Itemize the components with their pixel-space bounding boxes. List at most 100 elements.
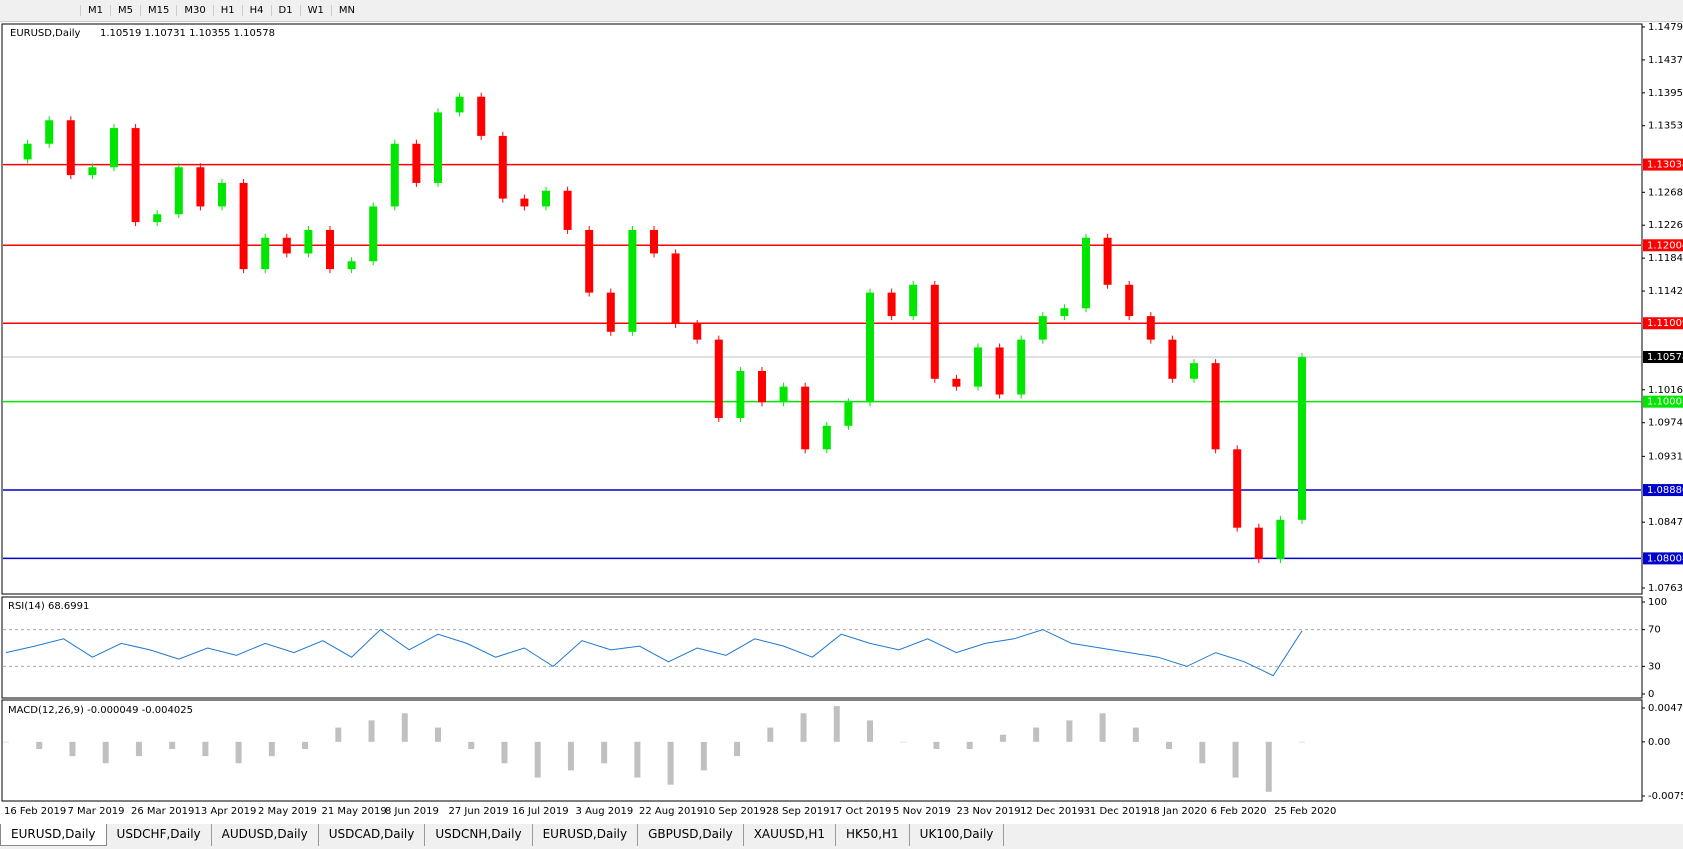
candle [218,182,226,207]
level-label: 1.08008 [1647,553,1683,564]
timeframe-button[interactable]: H4 [241,5,271,16]
candle [1103,237,1112,285]
level-label: 1.08880 [1647,485,1683,496]
main-panel [1,23,1643,595]
macd-bar [567,741,574,771]
candle [434,112,442,183]
level-label-bg [1643,317,1683,330]
candle [930,284,939,379]
x-tick-label: 17 Oct 2019 [830,806,892,817]
timeframe-button[interactable]: M30 [176,5,212,16]
timeframe-button[interactable]: M1 [80,5,110,16]
y-tick-label: 0.00 [1648,737,1670,748]
candle [412,143,421,183]
candle [585,229,594,293]
y-tick-label: 1.09740 [1648,418,1683,429]
chart-title: EURUSD,Daily [10,28,81,39]
candle [369,206,378,262]
candle [758,370,766,403]
macd-bar [900,741,907,743]
chart-tab[interactable]: USDCAD,Daily [319,824,426,846]
level-label: 1.10578 [1647,352,1683,363]
macd-bar [999,734,1006,742]
macd-bar [435,727,441,742]
macd-panel [1,699,1643,802]
x-tick-label: 10 Sep 2019 [703,806,766,817]
level-label: 1.10008 [1647,397,1683,408]
x-tick-label: 21 May 2019 [322,806,387,817]
y-tick-label: 1.11840 [1648,253,1683,264]
macd-bar [933,741,940,749]
candle [498,135,507,199]
candle [1038,316,1047,340]
candle [866,292,874,403]
timeframe-button[interactable]: M15 [140,5,176,16]
level-label-bg [1643,239,1683,252]
y-tick-label: 1.11420 [1648,286,1683,297]
macd-bar [1232,741,1239,778]
chart-tab[interactable]: GBPUSD,Daily [638,824,744,846]
chart-tab[interactable]: USDCHF,Daily [107,824,212,846]
y-tick-label: 1.08470 [1648,517,1683,528]
timeframe-button[interactable]: D1 [270,5,300,16]
macd-bar [335,727,342,742]
candle [974,347,982,387]
y-tick-label: 1.14790 [1648,22,1683,33]
candle [347,261,356,270]
macd-bar [401,713,408,742]
x-tick-label: 12 Dec 2019 [1020,806,1084,817]
x-tick-label: 23 Nov 2019 [957,806,1021,817]
x-tick-label: 2 May 2019 [258,806,317,817]
x-tick-label: 26 Mar 2019 [131,806,194,817]
macd-bar [833,706,840,742]
macd-bar [601,741,608,764]
level-label-bg [1643,351,1683,364]
panel-title: RSI(14) 68.6991 [8,601,89,612]
candle [1190,363,1198,379]
candle [88,167,97,176]
candle [1276,519,1285,560]
y-tick-label: 100 [1648,597,1667,608]
y-tick-label: 30 [1648,661,1661,672]
chart-tab[interactable]: AUDUSD,Daily [212,824,319,846]
chart-tab[interactable]: EURUSD,Daily [0,824,107,846]
chart-tab[interactable]: EURUSD,Daily [533,824,639,846]
level-label: 1.13034 [1647,160,1683,171]
y-tick-label: 1.12680 [1648,187,1683,198]
candle [174,167,183,215]
macd-bar [1199,741,1206,764]
level-label: 1.11009 [1647,318,1683,329]
macd-bar [501,741,508,764]
candle [779,386,788,403]
macd-bar [1265,741,1272,792]
timeframe-button[interactable]: H1 [212,5,242,16]
level-label-bg [1643,484,1683,497]
candle [671,253,680,324]
timeframe-button[interactable]: MN [330,5,362,16]
macd-bar [800,713,807,742]
rsi-line [5,628,1303,677]
macd-bar [169,741,176,749]
tabs: EURUSD,Daily USDCHF,Daily AUDUSD,Daily USDC… [0,824,1005,846]
candle [693,323,702,340]
candle [1211,363,1220,450]
level-label-bg [1643,552,1683,565]
chart-tab[interactable]: UK100,Daily [910,824,1005,846]
level-label-bg [1643,158,1683,171]
chart-tab[interactable]: XAUUSD,H1 [744,824,837,846]
timeframe-button[interactable]: W1 [299,5,331,16]
x-tick-label: 28 Sep 2019 [766,806,829,817]
chart-tab[interactable]: HK50,H1 [836,824,910,846]
candle [887,292,896,317]
candle [1168,339,1177,379]
macd-bar [1033,727,1040,742]
macd-bar [102,741,109,764]
x-tick-label: 7 Mar 2019 [68,806,125,817]
candle [455,96,464,113]
y-tick-label: 70 [1648,625,1661,636]
quote: 1.10519 1.10731 1.10355 1.10578 [100,28,275,39]
timeframe-button[interactable]: M5 [110,5,140,16]
chart-tab[interactable]: USDCNH,Daily [425,824,533,846]
macd-bar [1132,727,1139,742]
